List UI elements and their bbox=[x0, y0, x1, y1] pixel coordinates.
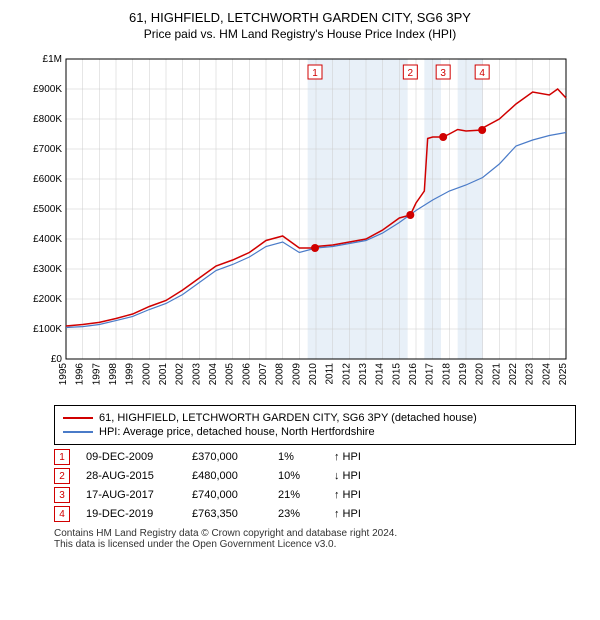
svg-text:2013: 2013 bbox=[358, 363, 369, 386]
event-note: ↑ HPI bbox=[334, 451, 361, 463]
svg-text:2010: 2010 bbox=[308, 363, 319, 386]
event-note: ↓ HPI bbox=[334, 470, 361, 482]
footer-line: This data is licensed under the Open Gov… bbox=[54, 539, 576, 550]
svg-text:1998: 1998 bbox=[108, 363, 119, 386]
svg-text:2: 2 bbox=[408, 68, 414, 79]
svg-text:2014: 2014 bbox=[375, 363, 386, 386]
svg-text:£500K: £500K bbox=[33, 204, 62, 215]
legend-swatch bbox=[63, 417, 93, 419]
svg-text:£600K: £600K bbox=[33, 174, 62, 185]
svg-text:3: 3 bbox=[440, 68, 446, 79]
event-pct: 1% bbox=[278, 451, 318, 463]
event-table: 1 09-DEC-2009 £370,000 1% ↑ HPI 2 28-AUG-2015 £… bbox=[54, 449, 576, 522]
svg-text:2001: 2001 bbox=[158, 363, 169, 386]
svg-text:£900K: £900K bbox=[33, 84, 62, 95]
svg-text:1999: 1999 bbox=[125, 363, 136, 386]
svg-text:2009: 2009 bbox=[291, 363, 302, 386]
svg-text:2018: 2018 bbox=[441, 363, 452, 386]
event-date: 09-DEC-2009 bbox=[86, 451, 176, 463]
svg-text:2006: 2006 bbox=[241, 363, 252, 386]
svg-text:1996: 1996 bbox=[75, 363, 86, 386]
event-price: £370,000 bbox=[192, 451, 262, 463]
svg-text:4: 4 bbox=[479, 68, 485, 79]
event-row: 4 19-DEC-2019 £763,350 23% ↑ HPI bbox=[54, 506, 576, 522]
svg-text:2022: 2022 bbox=[508, 363, 519, 386]
footer: Contains HM Land Registry data © Crown c… bbox=[54, 528, 576, 550]
legend-swatch bbox=[63, 431, 93, 433]
svg-text:2024: 2024 bbox=[541, 363, 552, 386]
event-date: 19-DEC-2019 bbox=[86, 508, 176, 520]
event-price: £480,000 bbox=[192, 470, 262, 482]
event-row: 2 28-AUG-2015 £480,000 10% ↓ HPI bbox=[54, 468, 576, 484]
event-marker: 2 bbox=[54, 468, 70, 484]
event-pct: 10% bbox=[278, 470, 318, 482]
page-subtitle: Price paid vs. HM Land Registry's House … bbox=[8, 27, 592, 41]
svg-text:2015: 2015 bbox=[391, 363, 402, 386]
svg-text:2008: 2008 bbox=[275, 363, 286, 386]
svg-text:£1M: £1M bbox=[43, 54, 62, 65]
svg-text:2003: 2003 bbox=[191, 363, 202, 386]
price-chart: £0£100K£200K£300K£400K£500K£600K£700K£80… bbox=[20, 47, 580, 397]
svg-text:£700K: £700K bbox=[33, 144, 62, 155]
svg-text:2016: 2016 bbox=[408, 363, 419, 386]
event-date: 17-AUG-2017 bbox=[86, 489, 176, 501]
svg-text:1995: 1995 bbox=[58, 363, 69, 386]
event-marker: 1 bbox=[54, 449, 70, 465]
svg-text:2019: 2019 bbox=[458, 363, 469, 386]
svg-text:2002: 2002 bbox=[175, 363, 186, 386]
svg-text:2017: 2017 bbox=[425, 363, 436, 386]
svg-text:2025: 2025 bbox=[558, 363, 569, 386]
event-note: ↑ HPI bbox=[334, 508, 361, 520]
event-pct: 21% bbox=[278, 489, 318, 501]
svg-text:1997: 1997 bbox=[91, 363, 102, 386]
footer-line: Contains HM Land Registry data © Crown c… bbox=[54, 528, 576, 539]
svg-text:£300K: £300K bbox=[33, 264, 62, 275]
event-note: ↑ HPI bbox=[334, 489, 361, 501]
svg-text:£800K: £800K bbox=[33, 114, 62, 125]
event-price: £740,000 bbox=[192, 489, 262, 501]
svg-text:2007: 2007 bbox=[258, 363, 269, 386]
svg-text:2021: 2021 bbox=[491, 363, 502, 386]
event-marker: 4 bbox=[54, 506, 70, 522]
svg-text:2004: 2004 bbox=[208, 363, 219, 386]
event-date: 28-AUG-2015 bbox=[86, 470, 176, 482]
event-marker: 3 bbox=[54, 487, 70, 503]
svg-text:2011: 2011 bbox=[325, 363, 336, 385]
event-pct: 23% bbox=[278, 508, 318, 520]
svg-text:2000: 2000 bbox=[141, 363, 152, 386]
legend-row: 61, HIGHFIELD, LETCHWORTH GARDEN CITY, S… bbox=[63, 412, 567, 424]
legend-row: HPI: Average price, detached house, Nort… bbox=[63, 426, 567, 438]
svg-text:2023: 2023 bbox=[525, 363, 536, 386]
svg-text:2005: 2005 bbox=[225, 363, 236, 386]
svg-text:2020: 2020 bbox=[475, 363, 486, 386]
svg-text:£200K: £200K bbox=[33, 294, 62, 305]
page-title: 61, HIGHFIELD, LETCHWORTH GARDEN CITY, S… bbox=[8, 10, 592, 25]
svg-text:2012: 2012 bbox=[341, 363, 352, 386]
event-row: 1 09-DEC-2009 £370,000 1% ↑ HPI bbox=[54, 449, 576, 465]
legend-label: 61, HIGHFIELD, LETCHWORTH GARDEN CITY, S… bbox=[99, 412, 477, 424]
event-price: £763,350 bbox=[192, 508, 262, 520]
legend-label: HPI: Average price, detached house, Nort… bbox=[99, 426, 375, 438]
svg-text:1: 1 bbox=[312, 68, 318, 79]
event-row: 3 17-AUG-2017 £740,000 21% ↑ HPI bbox=[54, 487, 576, 503]
legend: 61, HIGHFIELD, LETCHWORTH GARDEN CITY, S… bbox=[54, 405, 576, 445]
svg-text:£400K: £400K bbox=[33, 234, 62, 245]
svg-text:£100K: £100K bbox=[33, 324, 62, 335]
